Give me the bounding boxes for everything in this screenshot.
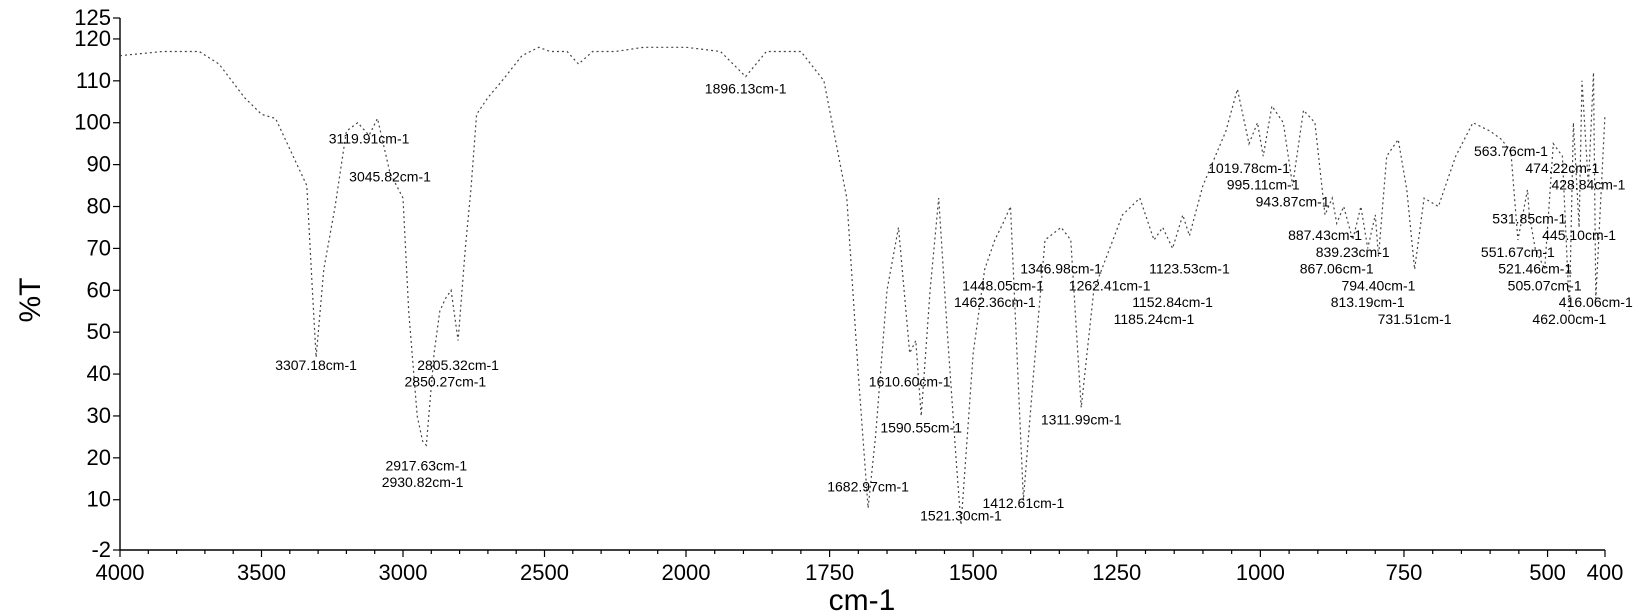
x-tick-label: 3000 [379, 560, 428, 585]
y-tick-label: 20 [87, 445, 111, 470]
peak-label: 1311.99cm-1 [1041, 411, 1122, 427]
peak-label: 1019.78cm-1 [1208, 160, 1290, 176]
y-tick-label: 40 [87, 361, 111, 386]
y-tick-label: 60 [87, 277, 111, 302]
y-axis-title: %T [14, 278, 47, 323]
peak-label: 505.07cm-1 [1508, 277, 1582, 293]
peak-label: 1590.55cm-1 [880, 420, 962, 436]
peak-label: 521.46cm-1 [1498, 261, 1572, 277]
spectrum-series [119, 46, 1606, 525]
peak-annotations: 1896.13cm-1 3119.91cm-1 3045.82cm-1 3307.18… [275, 80, 1633, 523]
peak-label: 1262.41cm-1 [1069, 277, 1151, 293]
peak-label: 428.84cm-1 [1551, 177, 1625, 193]
peak-label: 2850.27cm-1 [405, 374, 487, 390]
peak-label: 867.06cm-1 [1300, 261, 1374, 277]
peak-label: 943.87cm-1 [1256, 194, 1330, 210]
peak-label: 416.06cm-1 [1559, 294, 1633, 310]
x-tick-label: 1250 [1092, 560, 1141, 585]
peak-label: 1412.61cm-1 [983, 495, 1065, 511]
x-axis-title: cm-1 [829, 584, 896, 616]
y-tick-label: 70 [87, 235, 111, 260]
peak-label: 1123.53cm-1 [1149, 261, 1230, 277]
peak-label: 887.43cm-1 [1288, 227, 1362, 243]
peak-label: 2917.63cm-1 [385, 457, 467, 473]
x-tick-label: 500 [1529, 560, 1566, 585]
x-tick-label: 1750 [805, 560, 854, 585]
peak-label: 1152.84cm-1 [1132, 294, 1213, 310]
peak-label: 1185.24cm-1 [1114, 311, 1195, 327]
x-tick-label: 1500 [949, 560, 998, 585]
y-tick-label: -2 [91, 537, 111, 562]
peak-label: 2805.32cm-1 [417, 357, 499, 373]
peak-label: 794.40cm-1 [1341, 277, 1415, 293]
y-tick-label: 30 [87, 403, 111, 428]
y-tick-label: 100 [74, 110, 111, 135]
peak-label: 462.00cm-1 [1532, 311, 1606, 327]
y-tick-label: 90 [87, 152, 111, 177]
spectrum-line [119, 46, 1606, 525]
peak-label: 445.10cm-1 [1542, 227, 1616, 243]
x-tick-label: 4000 [96, 560, 145, 585]
peak-label: 474.22cm-1 [1525, 160, 1599, 176]
peak-label: 813.19cm-1 [1331, 294, 1405, 310]
peak-label: 1610.60cm-1 [869, 374, 951, 390]
peak-label: 1896.13cm-1 [705, 80, 787, 96]
x-tick-label: 1000 [1236, 560, 1285, 585]
x-tick-label: 2500 [520, 560, 569, 585]
x-axis-ticks: 4000 3500 3000 2500 2000 1750 1500 1250 1000 750 5… [96, 550, 1624, 585]
x-tick-label: 750 [1386, 560, 1423, 585]
peak-label: 731.51cm-1 [1378, 311, 1452, 327]
peak-label: 2930.82cm-1 [382, 474, 464, 490]
peak-label: 995.11cm-1 [1227, 177, 1300, 193]
peak-label: 1521.30cm-1 [920, 508, 1002, 524]
peak-label: 1682.97cm-1 [827, 478, 909, 494]
peak-label: 531.85cm-1 [1492, 210, 1566, 226]
peak-label: 1448.05cm-1 [962, 277, 1044, 293]
peak-label: 839.23cm-1 [1316, 244, 1390, 260]
peak-label: 1462.36cm-1 [954, 294, 1036, 310]
y-tick-label: 80 [87, 194, 111, 219]
y-tick-label: 110 [76, 68, 111, 93]
y-tick-label: 10 [87, 487, 111, 512]
peak-label: 563.76cm-1 [1474, 143, 1548, 159]
peak-label: 551.67cm-1 [1481, 244, 1555, 260]
peak-label: 3119.91cm-1 [329, 131, 410, 147]
peak-label: 3307.18cm-1 [275, 357, 357, 373]
x-tick-label: 3500 [237, 560, 286, 585]
y-tick-label: 120 [74, 26, 111, 51]
y-tick-label: 125 [74, 5, 111, 30]
axes [119, 18, 1605, 551]
y-tick-label: 50 [87, 319, 111, 344]
x-tick-label: 2000 [662, 560, 711, 585]
x-tick-label: 400 [1587, 560, 1624, 585]
peak-label: 1346.98cm-1 [1020, 261, 1102, 277]
peak-label: 3045.82cm-1 [349, 168, 431, 184]
